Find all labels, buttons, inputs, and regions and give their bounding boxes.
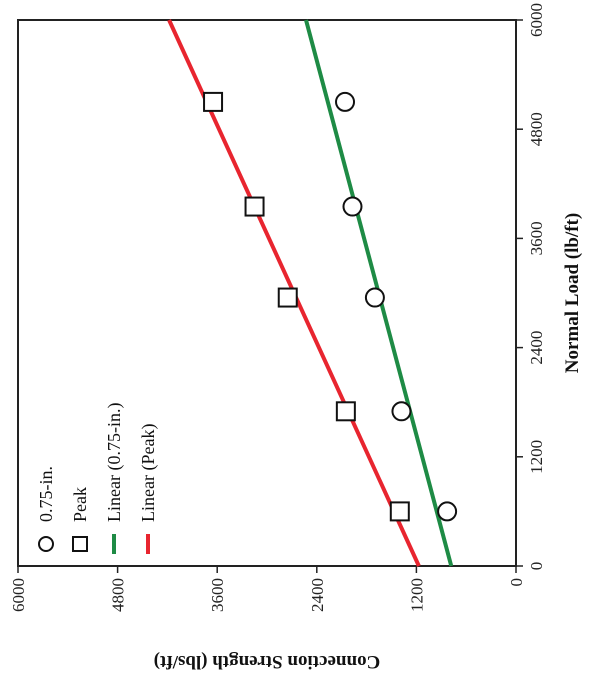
data-point-circle [335,91,356,112]
x-tick-label: 3600 [527,221,546,255]
legend-label: 0.75-in. [36,466,56,522]
y-tick-label: 6000 [9,578,28,612]
plot-area-frame [17,19,517,567]
data-point-circle [342,196,363,217]
y-axis: 0 1200 2400 3600 4800 6000 [9,566,526,612]
data-point-square [277,287,298,308]
rotated-plot: 0 1200 2400 3600 4800 6000 0 1200 2400 3600 4800 6… [9,3,583,672]
y-tick-label: 4800 [109,578,128,612]
y-tick-label: 3600 [208,578,227,612]
data-point-square [203,91,224,112]
y-axis-title: Connection Strength (lbs/ft) [154,651,381,672]
legend-circle-icon [38,536,54,552]
legend-label: Peak [70,487,90,522]
data-point-circle [437,501,458,522]
data-point-square [244,196,265,217]
data-point-square [335,401,356,422]
data-point-square [389,501,410,522]
series-layer [167,19,458,567]
legend: 0.75-in. Peak Linear (0.75-in.) Linear (Pea… [36,403,159,554]
data-point-circle [391,401,412,422]
y-tick-label: 0 [507,578,526,587]
legend-square-icon [72,536,88,552]
y-tick-label: 2400 [308,578,327,612]
data-point-circle [364,287,385,308]
x-tick-label: 4800 [527,112,546,146]
legend-label: Linear (Peak) [138,424,159,522]
x-axis-title: Normal Load (lb/ft) [562,213,583,373]
x-tick-label: 0 [527,562,546,571]
x-axis: 0 1200 2400 3600 4800 6000 [516,3,546,570]
x-tick-label: 6000 [527,3,546,37]
y-tick-label: 1200 [407,578,426,612]
x-tick-label: 2400 [527,331,546,365]
x-tick-label: 1200 [527,440,546,474]
legend-label: Linear (0.75-in.) [104,403,125,522]
